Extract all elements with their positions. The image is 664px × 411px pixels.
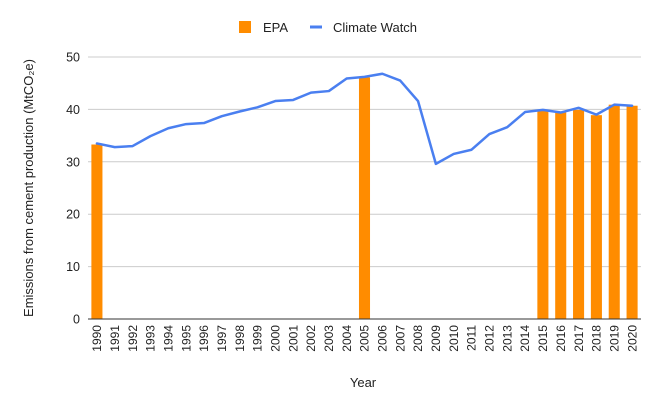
x-tick-label-1997: 1997: [215, 325, 229, 352]
x-tick-label-2006: 2006: [376, 325, 390, 352]
x-tick-label-2014: 2014: [518, 325, 532, 352]
x-tick-label-2015: 2015: [536, 325, 550, 352]
climate-watch-line-layer: [95, 72, 634, 166]
x-tick-label-2005: 2005: [358, 325, 372, 352]
bar-epa-2020: [626, 105, 638, 320]
bar-epa-2019: [608, 104, 620, 320]
legend-label-climate-watch: Climate Watch: [333, 20, 417, 35]
bar-epa-2005: [358, 77, 371, 319]
bar-epa-2015: [537, 109, 549, 319]
x-tick-label-2016: 2016: [554, 325, 568, 352]
x-tick-label-1995: 1995: [179, 325, 193, 352]
axes: 0 10 20 30 40 50 1990 1991 1992 1993 1994 1995 1996 1…: [66, 51, 641, 352]
x-tick-label-1996: 1996: [197, 325, 211, 352]
y-axis-title: Emissions from cement production (MtCO₂e…: [21, 59, 36, 317]
x-tick-label-2008: 2008: [411, 325, 425, 352]
x-tick-label-1992: 1992: [126, 325, 140, 352]
x-tick-label-2020: 2020: [625, 325, 639, 352]
bar-epa-2016: [555, 112, 567, 319]
x-tick-label-2018: 2018: [590, 325, 604, 352]
y-tick-label-50: 50: [66, 51, 80, 65]
x-tick-label-1998: 1998: [233, 325, 247, 352]
bar-epa-1990: [91, 144, 103, 319]
x-tick-label-2011: 2011: [465, 325, 479, 351]
x-tick-label-1993: 1993: [144, 325, 158, 352]
x-tick-label-1999: 1999: [251, 325, 265, 352]
x-tick-label-1994: 1994: [161, 325, 175, 352]
x-tick-label-1990: 1990: [90, 325, 104, 352]
y-tick-label-20: 20: [66, 208, 80, 222]
x-tick-label-2004: 2004: [340, 325, 354, 352]
legend-label-epa: EPA: [263, 20, 288, 35]
x-tick-label-2001: 2001: [286, 325, 300, 352]
x-tick-label-2003: 2003: [322, 325, 336, 352]
x-tick-label-2013: 2013: [500, 325, 514, 352]
legend: EPA Climate Watch: [239, 20, 417, 35]
x-tick-label-2007: 2007: [393, 325, 407, 352]
x-tick-label-2012: 2012: [483, 325, 497, 352]
line-climate-watch: [95, 72, 634, 166]
x-tick-label-2010: 2010: [447, 325, 461, 352]
y-tick-label-10: 10: [66, 260, 80, 274]
bar-epa-2017: [573, 109, 585, 319]
x-tick-label-2000: 2000: [269, 325, 283, 352]
y-tick-label-40: 40: [66, 103, 80, 117]
legend-swatch-epa: [239, 21, 251, 33]
bar-epa-2018: [590, 115, 602, 319]
y-tick-label-0: 0: [73, 313, 80, 327]
x-tick-label-2019: 2019: [607, 325, 621, 352]
y-tick-label-30: 30: [66, 155, 80, 169]
x-tick-label-1991: 1991: [108, 325, 122, 352]
x-tick-label-2009: 2009: [429, 325, 443, 352]
x-tick-label-2017: 2017: [572, 325, 586, 352]
x-tick-label-2002: 2002: [304, 325, 318, 352]
x-axis-title: Year: [350, 375, 377, 390]
epa-bars: [91, 77, 638, 320]
